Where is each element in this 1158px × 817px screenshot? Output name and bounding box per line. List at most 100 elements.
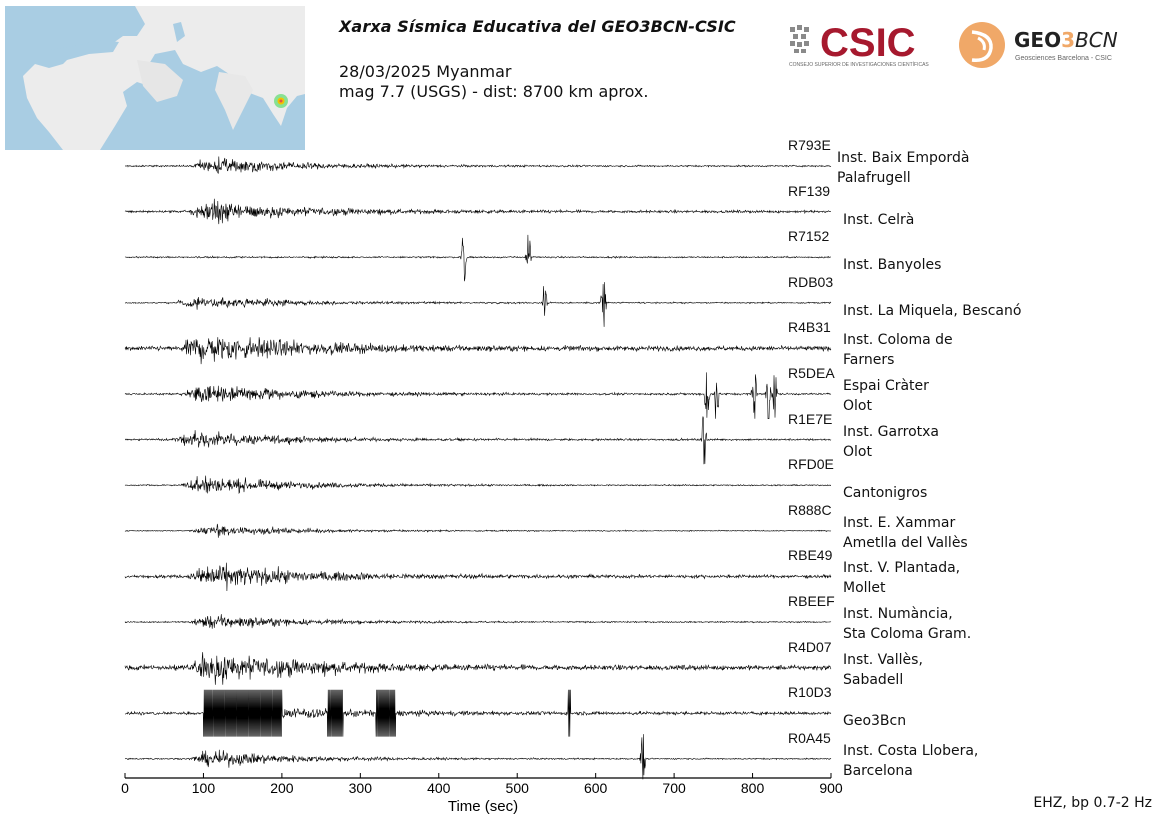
station-code-r888c: R888C (788, 501, 832, 518)
station-code-r7152: R7152 (788, 228, 830, 245)
site-name-line: Inst. Coloma de (843, 332, 953, 349)
site-name-rfd0e: Cantonigros (843, 483, 927, 503)
logos: CSIC CONSEJO SUPERIOR DE INVESTIGACIONES… (789, 21, 1118, 68)
site-name-r10d3: Geo3Bcn (843, 711, 906, 731)
site-name-r4b31: Inst. Coloma de Farners (843, 330, 953, 370)
trace-r1e7e (125, 416, 832, 465)
trace-rdb03 (124, 282, 832, 327)
station-code-rf139: RF139 (788, 182, 831, 199)
site-name-r5dea: Espai Cràter Olot (843, 376, 929, 416)
trace-r793e (124, 156, 832, 174)
site-name-rf139: Inst. Celrà (843, 210, 914, 230)
x-tick-label: 100 (192, 780, 216, 796)
csic-subtitle: CONSEJO SUPERIOR DE INVESTIGACIONES CIEN… (789, 61, 929, 68)
x-tick-label: 200 (270, 780, 294, 796)
station-code-rfd0e: RFD0E (788, 456, 834, 473)
trace-rbeef (124, 614, 832, 629)
site-name-line: Inst. La Miquela, Bescanó (843, 302, 1022, 319)
filter-note: EHZ, bp 0.7-2 Hz (1033, 795, 1152, 811)
site-name-line: Inst. Costa Llobera, (843, 742, 979, 759)
csic-emblem-icon (790, 25, 809, 53)
site-name-line: Olot (843, 443, 872, 460)
site-name-rdb03: Inst. La Miquela, Bescanó (843, 301, 1021, 321)
site-name-line: Inst. V. Plantada, (843, 560, 961, 577)
site-name-line: Inst. Numància, (843, 606, 953, 622)
site-name-line: Farners (843, 352, 895, 369)
station-code-rdb03: RDB03 (788, 273, 834, 290)
site-name-r888c: Inst. E. Xammar Ametlla del Vallès (843, 513, 968, 553)
site-name-r4d07: Inst. Vallès, Sabadell (843, 650, 923, 690)
x-tick-label: 900 (819, 780, 843, 796)
site-name-line: Olot (843, 398, 872, 414)
trace-r5dea (124, 372, 832, 419)
trace-r4b31 (124, 337, 832, 365)
event-magnitude-distance: mag 7.7 (USGS) - dist: 8700 km aprox. (339, 82, 649, 101)
csic-wordmark: CSIC (820, 21, 916, 65)
geo3bcn-wordmark: GEO3BCN (1014, 28, 1118, 52)
trace-r4d07 (124, 652, 832, 685)
site-name-line: Ametlla del Vallès (843, 534, 968, 551)
site-name-line: Espai Cràter (843, 378, 929, 394)
event-date-region: 28/03/2025 Myanmar (339, 62, 512, 81)
station-code-rbeef: RBEEF (788, 593, 835, 609)
epicenter-map (5, 6, 305, 150)
site-name-r0a45: Inst. Costa Llobera, Barcelona (843, 741, 978, 781)
x-axis-ticks: 0 100 200 300 400 500 600 700 800 900 (121, 773, 843, 796)
epicenter-dot (279, 99, 283, 103)
map-sea-caspian (173, 22, 185, 42)
x-axis-title: Time (sec) (448, 798, 518, 815)
geo3bcn-wordmark-a: GEO (1014, 28, 1061, 52)
trace-r888c (124, 523, 832, 538)
geo3bcn-emblem-icon (959, 22, 1005, 68)
site-name-line: Inst. E. Xammar (843, 514, 956, 531)
x-tick-label: 700 (662, 780, 686, 796)
trace-r0a45 (124, 734, 832, 780)
site-name-rbeef: Inst. Numància, Sta Coloma Gram. (843, 604, 971, 644)
site-name-line: Barcelona (843, 762, 913, 779)
trace-rbe49 (124, 562, 832, 592)
station-code-r4b31: R4B31 (788, 319, 831, 336)
station-code-r4d07: R4D07 (788, 638, 832, 655)
x-tick-label: 600 (584, 780, 608, 796)
geo3bcn-subtitle: Geosciences Barcelona - CSIC (1015, 55, 1112, 62)
station-code-r10d3: R10D3 (788, 684, 832, 701)
site-name-line: Cantonigros (843, 485, 928, 502)
station-code-r0a45: R0A45 (788, 729, 831, 746)
site-name-r1e7e: Inst. Garrotxa Olot (843, 422, 939, 462)
x-tick-label: 500 (506, 780, 530, 796)
station-code-r5dea: R5DEA (788, 365, 835, 381)
x-tick-label: 800 (741, 780, 765, 796)
x-tick-label: 300 (349, 780, 373, 796)
csic-logo: CSIC CONSEJO SUPERIOR DE INVESTIGACIONES… (789, 21, 929, 68)
site-name-line: Mollet (843, 580, 886, 597)
map-land-arabia (137, 60, 183, 102)
site-name-r7152: Inst. Banyoles (843, 255, 941, 275)
site-name-line: Inst. Banyoles (843, 257, 942, 274)
site-name-rbe49: Inst. V. Plantada, Mollet (843, 558, 960, 598)
trace-r7152 (124, 234, 832, 282)
site-name-r793e: Inst. Baix Empordà Palafrugell (837, 148, 969, 188)
station-code-r1e7e: R1E7E (788, 410, 833, 427)
trace-group (124, 156, 832, 780)
map-land-india (215, 72, 253, 130)
x-tick-label: 0 (121, 780, 129, 796)
page-title: Xarxa Sísmica Educativa del GEO3BCN-CSIC (339, 17, 736, 36)
map-land-europe-africa (23, 6, 305, 150)
station-code-r793e: R793E (788, 137, 831, 153)
trace-rf139 (124, 198, 831, 225)
site-name-line: Geo3Bcn (843, 713, 907, 730)
site-name-line: Inst. Garrotxa (843, 423, 939, 440)
station-code-rbe49: RBE49 (788, 547, 833, 564)
site-name-line: Inst. Celrà (843, 211, 915, 228)
site-name-line: Palafrugell (837, 170, 911, 186)
site-name-line: Sabadell (843, 671, 904, 688)
geo3bcn-wordmark-b: 3 (1061, 28, 1075, 52)
site-name-line: Inst. Baix Empordà (837, 150, 970, 166)
geo3bcn-logo: GEO3BCN Geosciences Barcelona - CSIC (959, 22, 1118, 68)
site-name-line: Sta Coloma Gram. (843, 626, 972, 642)
site-name-line: Inst. Vallès, (843, 651, 923, 668)
trace-r10d3 (124, 689, 832, 737)
map-sea-mediterranean (51, 40, 119, 60)
trace-rfd0e (124, 475, 832, 494)
